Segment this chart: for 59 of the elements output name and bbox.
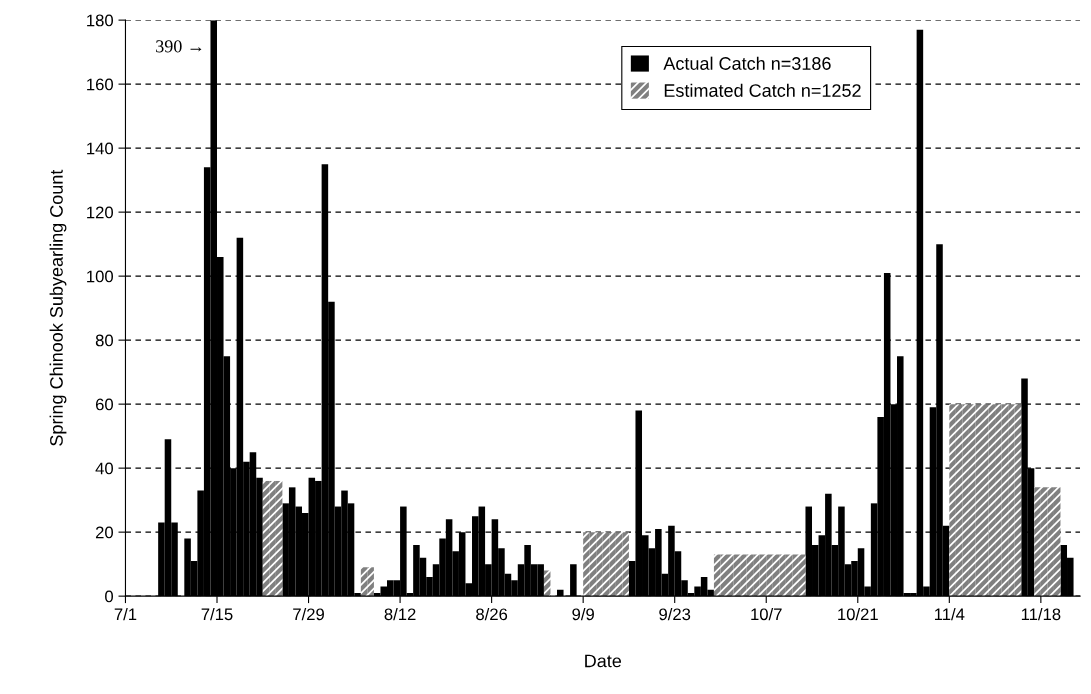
x-tick-label: 9/9 bbox=[572, 607, 594, 621]
y-tick-label: 80 bbox=[95, 334, 114, 347]
bar bbox=[622, 532, 629, 597]
bar bbox=[982, 404, 989, 597]
y-tick-label: 180 bbox=[87, 14, 114, 27]
bar bbox=[727, 554, 734, 597]
x-tick-label: 7/15 bbox=[201, 607, 233, 621]
bar bbox=[1040, 487, 1048, 597]
bar bbox=[740, 554, 747, 597]
bar bbox=[955, 404, 963, 597]
bar bbox=[1053, 487, 1061, 597]
bar bbox=[589, 532, 597, 597]
y-tick-label: 160 bbox=[87, 78, 114, 91]
bar bbox=[1047, 487, 1054, 597]
y-tick-label: 0 bbox=[105, 590, 114, 603]
x-tick-label: 8/26 bbox=[476, 607, 508, 621]
bar bbox=[615, 532, 623, 597]
y-tick-label: 20 bbox=[95, 526, 114, 539]
legend-label: Actual Catch n=3186 bbox=[663, 56, 831, 70]
y-tick-label: 120 bbox=[87, 206, 114, 219]
bar bbox=[779, 554, 786, 597]
bar bbox=[1008, 404, 1015, 597]
bar bbox=[975, 404, 983, 597]
bar bbox=[275, 480, 283, 597]
bar bbox=[367, 567, 374, 597]
bar bbox=[1034, 487, 1041, 597]
bar bbox=[1001, 404, 1009, 597]
bar bbox=[949, 404, 956, 597]
bar bbox=[962, 404, 969, 597]
bar bbox=[968, 404, 976, 597]
x-tick-label: 8/12 bbox=[384, 607, 416, 621]
annotation: 390 → bbox=[156, 40, 202, 53]
x-tick-label: 10/7 bbox=[751, 607, 782, 621]
bar bbox=[596, 532, 603, 597]
y-tick-label: 40 bbox=[95, 462, 114, 475]
y-tick-label: 100 bbox=[87, 270, 114, 283]
y-axis-title: Spring Chinook Subyearling Count bbox=[49, 169, 67, 446]
bar bbox=[988, 404, 996, 597]
y-tick-label: 140 bbox=[87, 142, 114, 155]
x-axis-title: Date bbox=[585, 654, 622, 668]
bar bbox=[753, 554, 760, 597]
x-tick-label: 9/23 bbox=[659, 607, 691, 621]
bar bbox=[766, 554, 773, 597]
bar bbox=[269, 480, 276, 597]
bar bbox=[995, 404, 1002, 597]
bar bbox=[720, 554, 728, 597]
bar bbox=[583, 532, 590, 597]
y-tick-label: 60 bbox=[95, 398, 114, 411]
bar bbox=[262, 480, 270, 597]
bar bbox=[792, 554, 799, 597]
x-tick-label: 7/1 bbox=[114, 607, 137, 621]
x-tick-label: 11/4 bbox=[934, 607, 965, 621]
legend-label: Estimated Catch n=1252 bbox=[664, 83, 861, 97]
x-tick-label: 10/21 bbox=[838, 607, 878, 621]
bar bbox=[1014, 404, 1022, 597]
x-tick-label: 7/29 bbox=[293, 607, 324, 621]
x-tick-label: 11/18 bbox=[1021, 607, 1061, 621]
bar bbox=[602, 532, 610, 597]
bar bbox=[609, 532, 616, 597]
